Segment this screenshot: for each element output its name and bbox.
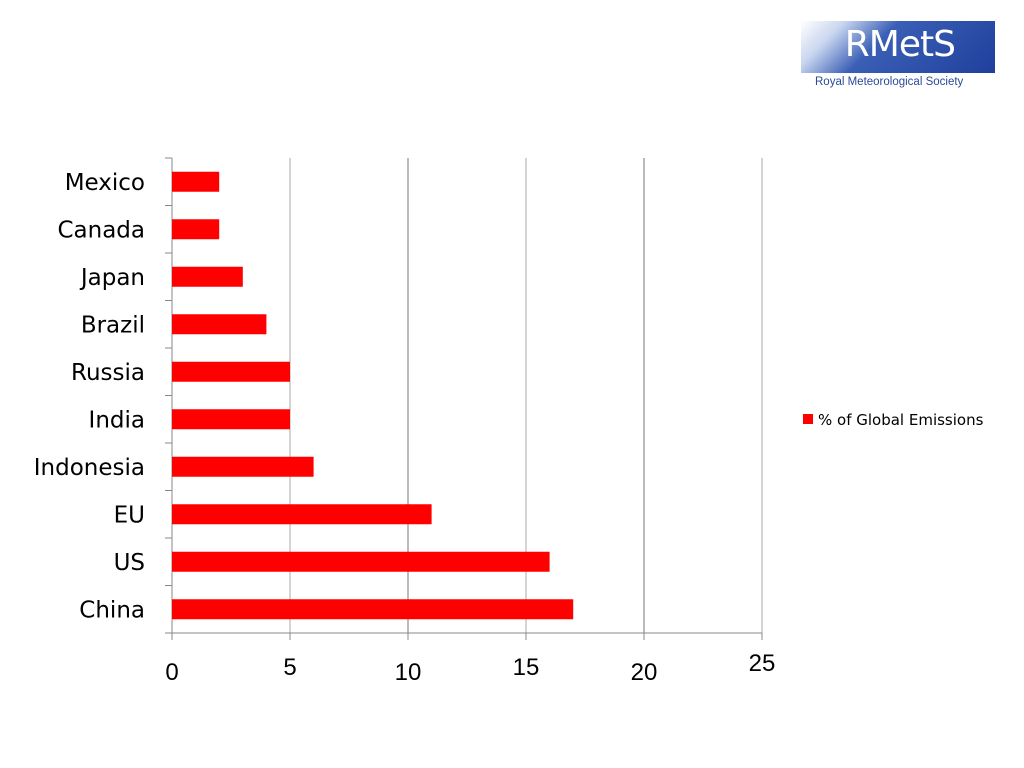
- bar-canada: [172, 219, 220, 240]
- bar-mexico: [172, 171, 220, 192]
- y-category-label: India: [89, 407, 145, 433]
- bar-indonesia: [172, 456, 314, 477]
- y-category-label: China: [79, 597, 145, 623]
- y-category-label: Mexico: [65, 170, 145, 196]
- y-category-label: Brazil: [81, 312, 145, 338]
- x-tick-label: 5: [283, 654, 296, 681]
- bar-brazil: [172, 314, 267, 335]
- bar-china: [172, 599, 574, 620]
- x-tick-label: 25: [749, 650, 776, 677]
- y-category-label: Canada: [57, 217, 145, 243]
- bar-us: [172, 551, 550, 572]
- y-category-label: US: [114, 550, 145, 576]
- y-category-label: Indonesia: [34, 455, 145, 481]
- x-tick-label: 20: [631, 659, 658, 686]
- x-tick-label: 0: [165, 659, 178, 686]
- legend-swatch: [803, 414, 813, 424]
- logo-name: RMetS: [844, 24, 956, 65]
- bar-eu: [172, 504, 432, 525]
- y-category-label: Russia: [71, 360, 145, 386]
- x-tick-label: 10: [395, 659, 422, 686]
- bar-india: [172, 409, 290, 430]
- bar-japan: [172, 266, 243, 287]
- logo-banner: RMetS: [801, 21, 995, 73]
- y-category-label: Japan: [79, 265, 145, 291]
- y-category-label: EU: [114, 502, 145, 528]
- logo-subtitle: Royal Meteorological Society: [815, 76, 964, 88]
- legend-label: % of Global Emissions: [818, 411, 984, 429]
- x-tick-label: 15: [513, 654, 540, 681]
- bar-russia: [172, 361, 290, 382]
- rmets-logo: RMetS Royal Meteorological Society: [801, 21, 995, 93]
